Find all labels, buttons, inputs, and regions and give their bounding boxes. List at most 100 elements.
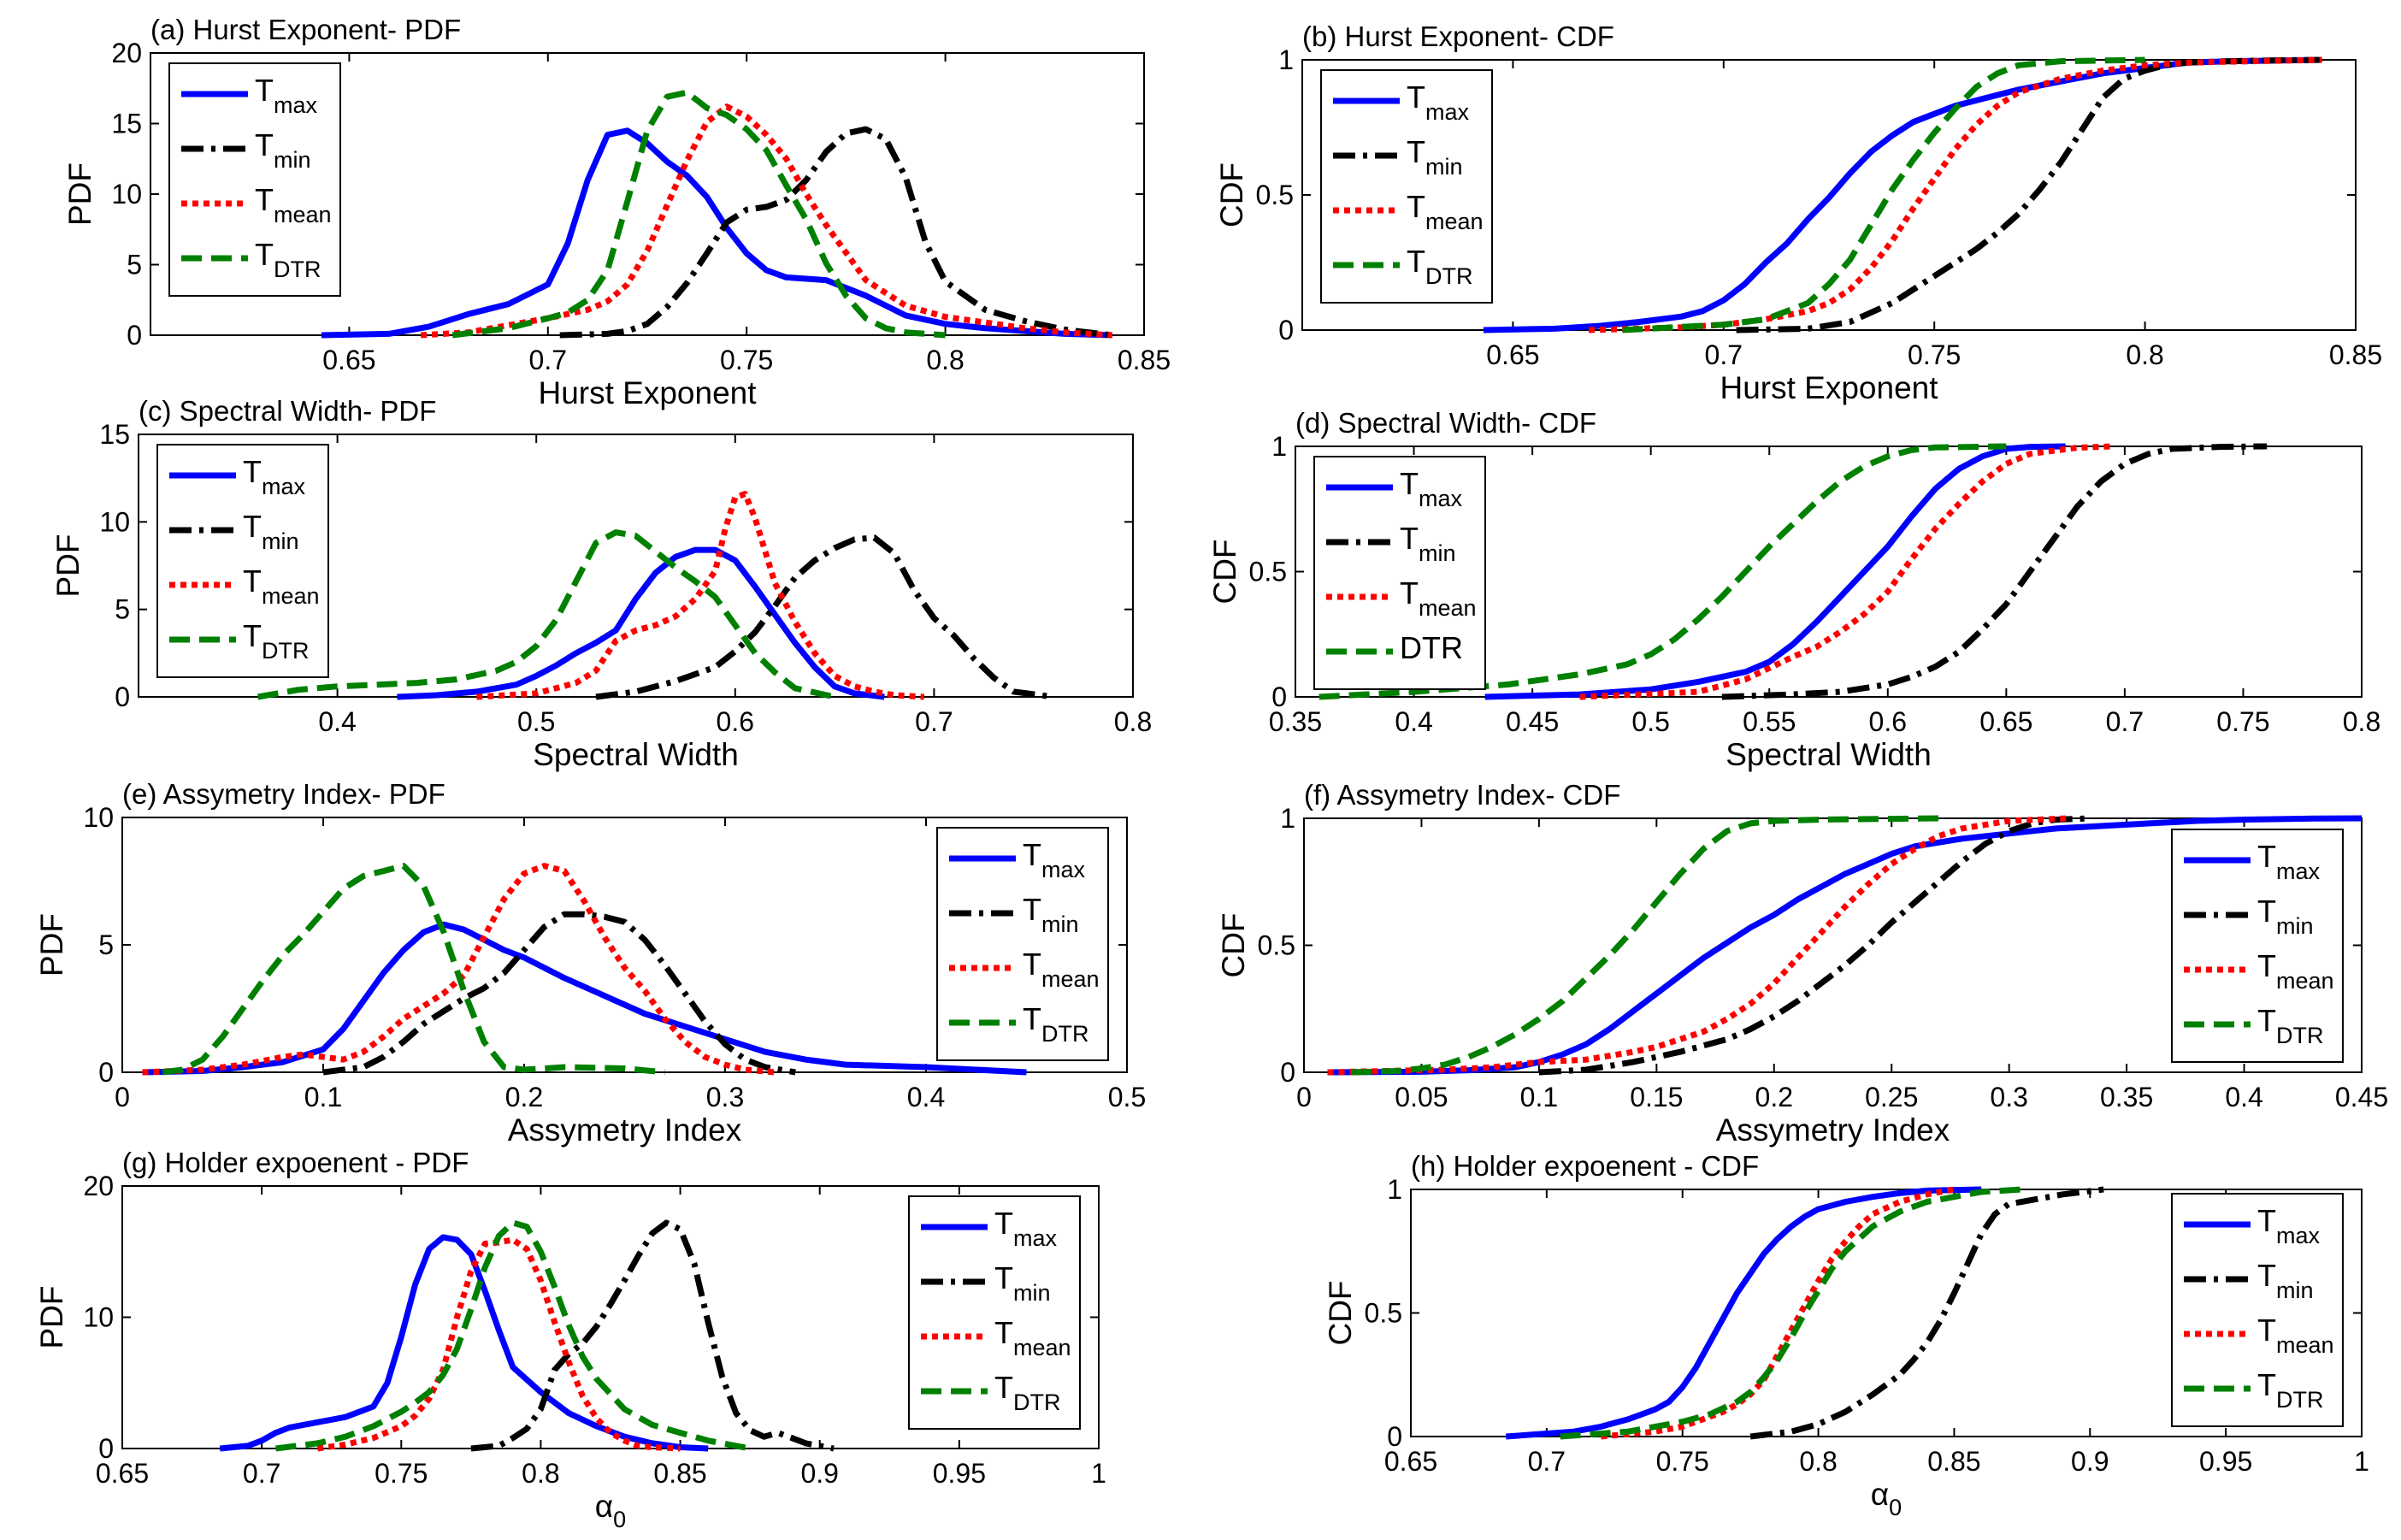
y-tick-label: 20	[83, 1171, 114, 1201]
x-tick-label: 0.4	[318, 706, 356, 737]
series-line-tmax	[1483, 56, 2322, 333]
legend: Tmax Tmin Tmean TDTR	[156, 444, 329, 678]
y-tick-label: 0	[1387, 1421, 1402, 1452]
series-line-tdtr	[1622, 56, 2145, 333]
panel-a: (a) Hurst Exponent- PDF 0.65 0.7 0.75 0.8 0.8…	[62, 14, 1171, 410]
x-tick-label: 0	[1296, 1082, 1312, 1112]
x-tick-label: 0.65	[322, 345, 375, 375]
legend-label: Tmin	[994, 1260, 1051, 1306]
x-tick-label: 0.1	[1520, 1082, 1558, 1112]
legend-label: Tmax	[255, 73, 318, 118]
legend: Tmax Tmin Tmean TDTR	[2171, 1193, 2344, 1427]
legend: Tmax Tmin Tmean DTR	[1313, 456, 1486, 690]
x-tick-label: 0.75	[1656, 1446, 1709, 1477]
y-tick-label: 0.5	[1258, 930, 1295, 961]
x-tick-label: 0.3	[1990, 1082, 2027, 1112]
series-line-tmean	[1327, 815, 2068, 1076]
x-tick-label: 0.6	[717, 706, 754, 737]
legend-label: Tmean	[2257, 1313, 2334, 1358]
y-axis-label: PDF	[34, 1286, 69, 1349]
panel-e: (e) Assymetry Index- PDF 0 0.1 0.2 0.3 0.4 0.5…	[34, 778, 1146, 1148]
x-tick-label: 0.8	[926, 345, 964, 375]
series-line-tmean	[420, 103, 1113, 339]
y-tick-label: 0.5	[1249, 557, 1287, 587]
y-tick-label: 1	[1280, 803, 1295, 834]
chart-title-d: (d) Spectral Width- CDF	[1295, 407, 1596, 439]
series-line-tmax	[1505, 1186, 1982, 1440]
x-tick-label: 0.75	[720, 345, 773, 375]
y-tick-label: 10	[83, 1302, 114, 1333]
x-tick-label: 0.5	[517, 706, 555, 737]
x-tick-label: 0.1	[304, 1082, 342, 1112]
x-tick-label: 1	[1091, 1458, 1106, 1489]
x-axis-label: Spectral Width	[533, 737, 739, 772]
x-axis-label: α0	[595, 1489, 626, 1532]
x-tick-label: 0.8	[1114, 706, 1152, 737]
legend-label: Tmean	[1400, 575, 1477, 621]
legend-box	[168, 62, 341, 297]
y-tick-label: 0.5	[1365, 1298, 1402, 1329]
x-tick-label: 0.35	[1269, 706, 1322, 737]
x-tick-label: 0.9	[2071, 1446, 2109, 1477]
y-axis-label: CDF	[1214, 162, 1249, 227]
x-tick-label: 0.2	[1755, 1082, 1793, 1112]
x-tick-label: 0.95	[933, 1458, 986, 1489]
x-tick-label: 0	[115, 1082, 130, 1112]
series-line-tdtr	[451, 89, 946, 339]
x-tick-label: 0.7	[2106, 706, 2144, 737]
x-axis-label: Hurst Exponent	[538, 375, 757, 410]
x-tick-label: 0.7	[243, 1458, 280, 1489]
legend-label: Tmax	[2257, 839, 2321, 884]
x-tick-label: 0.35	[2100, 1082, 2153, 1112]
series-line-tmean	[476, 491, 925, 700]
y-axis-label: CDF	[1323, 1280, 1358, 1345]
legend-label: Tmin	[1023, 892, 1079, 937]
series-line-tmean	[1601, 1186, 1956, 1440]
legend-label: Tmin	[255, 127, 311, 173]
x-tick-label: 0.2	[505, 1082, 543, 1112]
series-line-tmax	[397, 546, 885, 700]
x-tick-label: 0.45	[2335, 1082, 2388, 1112]
legend-label: Tmax	[1407, 80, 1470, 125]
series-line-tmin	[322, 911, 796, 1076]
series-line-tmin	[470, 1219, 835, 1452]
series-line-tdtr	[1350, 815, 1939, 1076]
x-tick-label: 0.65	[1979, 706, 2032, 737]
series-line-tmax	[219, 1234, 709, 1452]
y-tick-label: 0	[98, 1433, 114, 1464]
y-tick-label: 10	[111, 179, 142, 209]
legend-label: Tmin	[2257, 894, 2314, 939]
x-tick-label: 0.8	[522, 1458, 559, 1489]
x-tick-label: 0.7	[1705, 339, 1743, 370]
y-tick-label: 10	[83, 802, 114, 833]
x-tick-label: 0.75	[375, 1458, 428, 1489]
legend-label: TDTR	[1407, 244, 1473, 289]
series-line-tmin	[1538, 815, 2092, 1076]
x-axis-label: Spectral Width	[1726, 737, 1932, 772]
legend-label: Tmean	[1023, 947, 1100, 992]
x-axis-label: Assymetry Index	[508, 1112, 742, 1148]
series-line-tmax	[1484, 443, 2066, 700]
y-tick-label: 5	[115, 594, 130, 625]
legend-label: Tmean	[2257, 948, 2334, 994]
legend-label: TDTR	[243, 618, 310, 664]
x-tick-label: 0.8	[2343, 706, 2380, 737]
x-tick-label: 0.3	[706, 1082, 744, 1112]
legend: Tmax Tmin Tmean TDTR	[908, 1195, 1081, 1430]
series-line-tdtr	[162, 863, 665, 1076]
legend-label: Tmax	[2257, 1203, 2321, 1248]
x-tick-label: 0.25	[1865, 1082, 1918, 1112]
x-tick-label: 0.45	[1506, 706, 1559, 737]
series-line-tmin	[559, 126, 1113, 339]
x-tick-label: 0.5	[1631, 706, 1669, 737]
x-tick-label: 0.8	[2126, 339, 2163, 370]
panel-c: (c) Spectral Width- PDF 0.4 0.5 0.6 0.7 0.8 0 5…	[50, 395, 1152, 772]
series-line-tdtr	[275, 1219, 751, 1452]
x-tick-label: 0.5	[1108, 1082, 1146, 1112]
series-line-tmax	[321, 127, 1112, 339]
panel-g: (g) Holder expoenent - PDF 0.65 0.7 0.75 0.8…	[34, 1147, 1106, 1532]
y-tick-label: 0	[1271, 681, 1287, 712]
x-tick-label: 1	[2354, 1446, 2369, 1477]
y-tick-label: 0	[127, 320, 142, 351]
